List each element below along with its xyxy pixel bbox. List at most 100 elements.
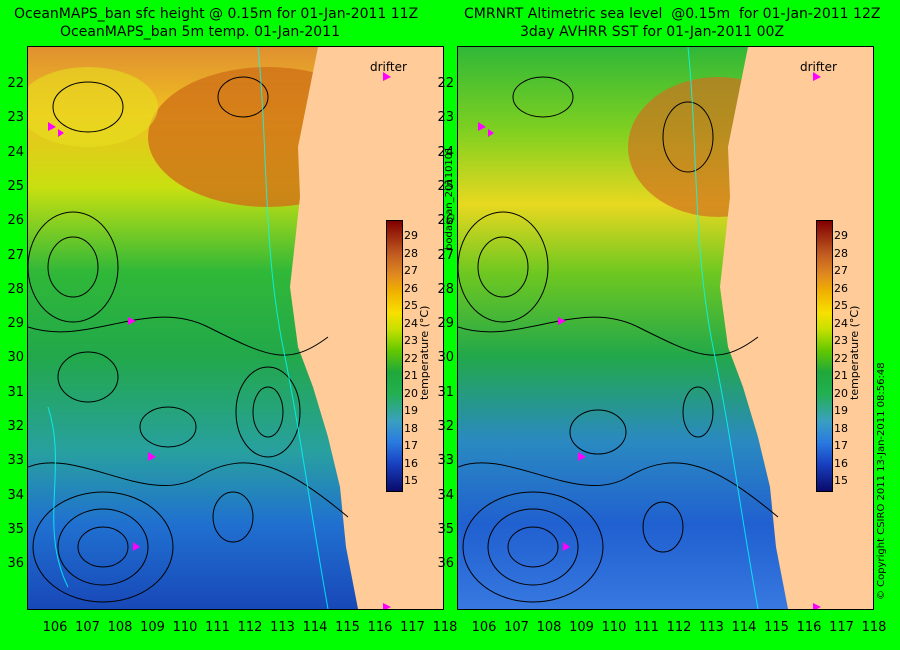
lon-tick-label: 107 [75,620,100,635]
right-map-panel [457,46,874,610]
colorbar-tick-label: 17 [834,439,848,452]
lat-tick-label: 23 [437,110,454,126]
colorbar-tick-label: 28 [404,246,418,260]
middle-side-label: bodas_an_20110101 [444,146,455,250]
colorbar-tick-label: 26 [404,281,418,295]
lat-tick-label: 22 [7,76,24,91]
lon-tick-label: 111 [205,620,230,635]
colorbar-tick-label: 22 [404,351,418,365]
colorbar-tick-label: 22 [834,351,848,365]
lat-tick-label: 27 [437,247,454,263]
colorbar-tick-label: 27 [404,264,418,277]
lat-tick-label: 35 [437,521,454,537]
colorbar-tick-label: 20 [404,386,418,400]
colorbar-tick-label: 23 [834,334,848,347]
lat-tick-label: 24 [7,144,24,160]
lat-tick-label: 33 [437,453,454,469]
lat-tick-label: 33 [7,453,24,469]
lat-tick-label: 30 [437,350,454,366]
lon-tick-label: 113 [270,620,295,635]
right-drifter-label: drifter [800,60,837,74]
colorbar-tick-label: 15 [834,474,848,487]
colorbar-tick-label: 25 [834,299,848,312]
lat-tick-label: 24 [437,144,454,160]
lon-tick-label: 108 [107,620,133,635]
lon-tick-label: 114 [302,620,328,635]
left-map-panel [27,46,444,610]
colorbar-tick-label: 21 [404,369,418,382]
lat-tick-label: 35 [7,521,24,537]
lon-tick-label: 117 [829,620,854,635]
right-map-graphic [458,47,873,609]
lat-tick-label: 27 [7,247,24,263]
lon-tick-label: 116 [367,620,393,635]
lon-tick-label: 116 [796,620,822,635]
colorbar-tick-label: 21 [834,369,848,382]
colorbar-tick-label: 24 [404,316,418,330]
lat-tick-label: 22 [437,76,454,91]
lon-tick-label: 112 [666,620,692,635]
right-colorbar-title: temperature (°C) [848,305,861,400]
lon-tick-label: 106 [42,620,68,635]
colorbar-tick-label: 17 [404,439,418,452]
colorbar-tick-label: 16 [404,456,418,470]
lat-tick-label: 29 [437,316,454,332]
right-colorbar [816,220,833,492]
lat-tick-label: 26 [7,213,24,229]
lon-tick-label: 106 [471,620,497,635]
lon-tick-label: 113 [699,620,724,635]
left-map-title-line1: OceanMAPS_ban sfc height @ 0.15m for 01-… [14,6,419,22]
colorbar-tick-label: 23 [404,334,418,347]
lat-tick-label: 28 [437,281,454,297]
colorbar-tick-label: 19 [834,404,848,417]
lat-tick-label: 26 [437,213,454,229]
lon-tick-label: 108 [536,620,562,635]
right-side-label: © Copyright CSIRO 2011 13-Jan-2011 08:56… [876,362,887,600]
lon-tick-label: 117 [400,620,425,635]
lon-tick-label: 118 [861,620,887,635]
lon-tick-label: 110 [601,620,627,635]
lat-tick-label: 31 [7,384,24,400]
colorbar-tick-label: 18 [834,421,848,435]
colorbar-tick-label: 15 [404,474,418,487]
lat-tick-label: 32 [437,419,454,434]
colorbar-tick-label: 26 [834,281,848,295]
colorbar-tick-label: 20 [834,386,848,400]
lat-tick-label: 23 [7,110,24,126]
colorbar-tick-label: 25 [404,299,418,312]
lon-tick-label: 109 [140,620,165,635]
right-map-title-line1: CMRNRT Altimetric sea level @0.15m for 0… [464,6,881,22]
colorbar-tick-label: 18 [404,421,418,435]
left-colorbar-title: temperature (°C) [418,305,431,400]
left-map-graphic [28,47,443,609]
lat-tick-label: 34 [7,487,24,503]
lat-tick-label: 32 [7,419,24,434]
lat-tick-label: 25 [437,178,454,194]
lon-tick-label: 118 [432,620,458,635]
lat-tick-label: 29 [7,316,24,332]
lat-tick-label: 36 [7,556,24,572]
colorbar-tick-label: 19 [404,404,418,417]
colorbar-tick-label: 16 [834,456,848,470]
lon-tick-label: 107 [504,620,529,635]
lon-tick-label: 111 [634,620,659,635]
colorbar-tick-label: 24 [834,316,848,330]
lat-tick-label: 34 [437,487,454,503]
colorbar-tick-label: 29 [834,229,848,242]
lat-tick-label: 31 [437,384,454,400]
lat-tick-label: 25 [7,178,24,194]
lat-tick-label: 28 [7,281,24,297]
lon-tick-label: 112 [237,620,263,635]
lat-tick-label: 30 [7,350,24,366]
right-map-title-line2: 3day AVHRR SST for 01-Jan-2011 00Z [520,24,785,40]
lon-tick-label: 114 [731,620,757,635]
lon-tick-label: 109 [569,620,594,635]
lon-tick-label: 110 [172,620,198,635]
colorbar-tick-label: 29 [404,229,418,242]
left-colorbar [386,220,403,492]
lon-tick-label: 115 [764,620,789,635]
colorbar-tick-label: 27 [834,264,848,277]
colorbar-tick-label: 28 [834,246,848,260]
left-drifter-label: drifter [370,60,407,74]
left-map-title-line2: OceanMAPS_ban 5m temp. 01-Jan-2011 [60,24,340,40]
